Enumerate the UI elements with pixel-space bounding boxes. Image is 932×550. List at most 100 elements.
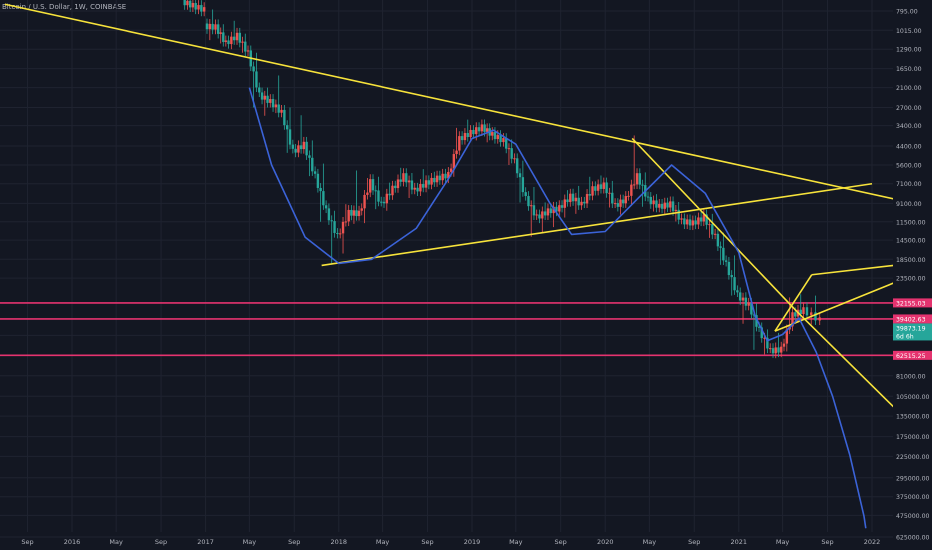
candle-body — [191, 2, 195, 8]
candle-body — [802, 307, 805, 315]
candle-body — [619, 199, 622, 207]
candle-body — [694, 220, 697, 225]
candle-body — [580, 201, 583, 206]
candle-body — [605, 182, 608, 194]
candle-body — [369, 179, 372, 193]
candle-body — [535, 214, 538, 216]
price-tick-label: 9100.00 — [896, 201, 922, 208]
candle-body — [741, 297, 745, 301]
candle-body — [713, 233, 717, 235]
price-badge-bg — [893, 331, 932, 341]
candle-body — [235, 32, 239, 41]
candle-body — [663, 202, 666, 209]
candle-body — [350, 209, 353, 216]
candle-body — [543, 211, 547, 216]
candle-body — [402, 173, 405, 182]
candle-body — [294, 148, 297, 153]
price-badge-label: 39402.63 — [896, 316, 926, 323]
candle-body — [649, 196, 652, 205]
curve-layer[interactable] — [248, 87, 867, 529]
interval-label[interactable]: 1W — [74, 3, 86, 11]
candle-body — [583, 201, 586, 204]
candle-body — [374, 190, 377, 192]
candle-body — [347, 209, 350, 222]
candle-body — [599, 184, 603, 189]
candle-body — [499, 135, 502, 143]
descending-channel-extension — [796, 311, 895, 408]
candle-body — [200, 5, 203, 12]
candle-body — [782, 343, 786, 347]
candle-body — [785, 329, 789, 344]
candle-body — [616, 203, 620, 207]
price-badge: 62515.25 — [893, 350, 932, 360]
projection-curve — [248, 87, 867, 529]
candle-body — [219, 32, 222, 34]
candle-body — [530, 205, 533, 207]
candle-body — [805, 307, 809, 316]
candle-body — [541, 211, 544, 219]
candle-body — [621, 199, 625, 204]
candle-body — [546, 208, 550, 216]
candle-body — [558, 205, 561, 212]
candle-body — [638, 173, 641, 185]
price-badge-bg — [893, 350, 932, 360]
candle-body — [435, 175, 439, 183]
candle-body — [274, 104, 278, 108]
time-tick-label: Sep — [155, 538, 167, 546]
candle-body — [613, 203, 617, 205]
candle-body — [258, 87, 261, 93]
price-tick-label: 81000.00 — [896, 373, 926, 380]
candle-body — [493, 132, 497, 140]
descending-channel-line — [631, 137, 798, 313]
candle-body — [263, 95, 266, 100]
candle-body — [285, 125, 289, 130]
price-badge-label: 62515.25 — [896, 353, 926, 360]
time-tick-label: Sep — [288, 538, 300, 546]
candle-body — [627, 195, 630, 197]
price-axis[interactable]: 795.00 1015.00 1290.00 1650.00 2100.00 2700.0… — [893, 0, 932, 550]
candle-body — [313, 171, 317, 174]
price-tick-label: 225000.00 — [896, 454, 930, 461]
time-tick-label: 2021 — [731, 538, 748, 546]
candle-body — [799, 309, 802, 315]
candle-body — [466, 133, 469, 138]
candle-body — [739, 292, 742, 301]
candle-body — [472, 129, 475, 135]
candle-body — [371, 179, 375, 191]
candle-body — [355, 210, 358, 217]
candle-body — [232, 36, 236, 41]
candle-body — [363, 194, 366, 209]
candle-body — [563, 199, 566, 208]
price-badge: 6d 6h — [893, 331, 932, 341]
candle-body — [416, 187, 419, 192]
time-axis[interactable]: Sep 2016 May Sep 2017 May Sep 2018 May Sep 2019 May… — [21, 538, 880, 546]
candle-body — [766, 337, 769, 349]
candle-body — [752, 314, 756, 316]
candle-body — [755, 315, 758, 327]
symbol-name[interactable]: Bitcoin / U.S. Dollar — [2, 3, 70, 11]
candle-body — [814, 312, 817, 321]
candle-body — [410, 180, 414, 190]
candle-body — [447, 171, 450, 179]
candle-body — [202, 7, 206, 12]
candle-body — [708, 224, 711, 226]
candle-body — [430, 177, 433, 185]
time-tick-label: 2020 — [597, 538, 614, 546]
candle-body — [521, 177, 525, 193]
candle-body — [299, 145, 303, 150]
candle-body — [241, 41, 244, 43]
candle-body — [577, 197, 580, 206]
time-tick-label: May — [376, 538, 390, 546]
ascending-support-line — [321, 182, 873, 267]
candle-body — [502, 138, 505, 143]
candle-body — [711, 224, 714, 235]
candle-body — [760, 327, 763, 339]
candle-body — [382, 201, 386, 204]
candle-body — [588, 194, 591, 196]
candle-body — [555, 206, 558, 212]
price-axis-bg — [893, 0, 932, 550]
trendlines-layer[interactable] — [4, 3, 895, 408]
candle-body — [632, 184, 636, 186]
candle-body — [377, 190, 380, 202]
